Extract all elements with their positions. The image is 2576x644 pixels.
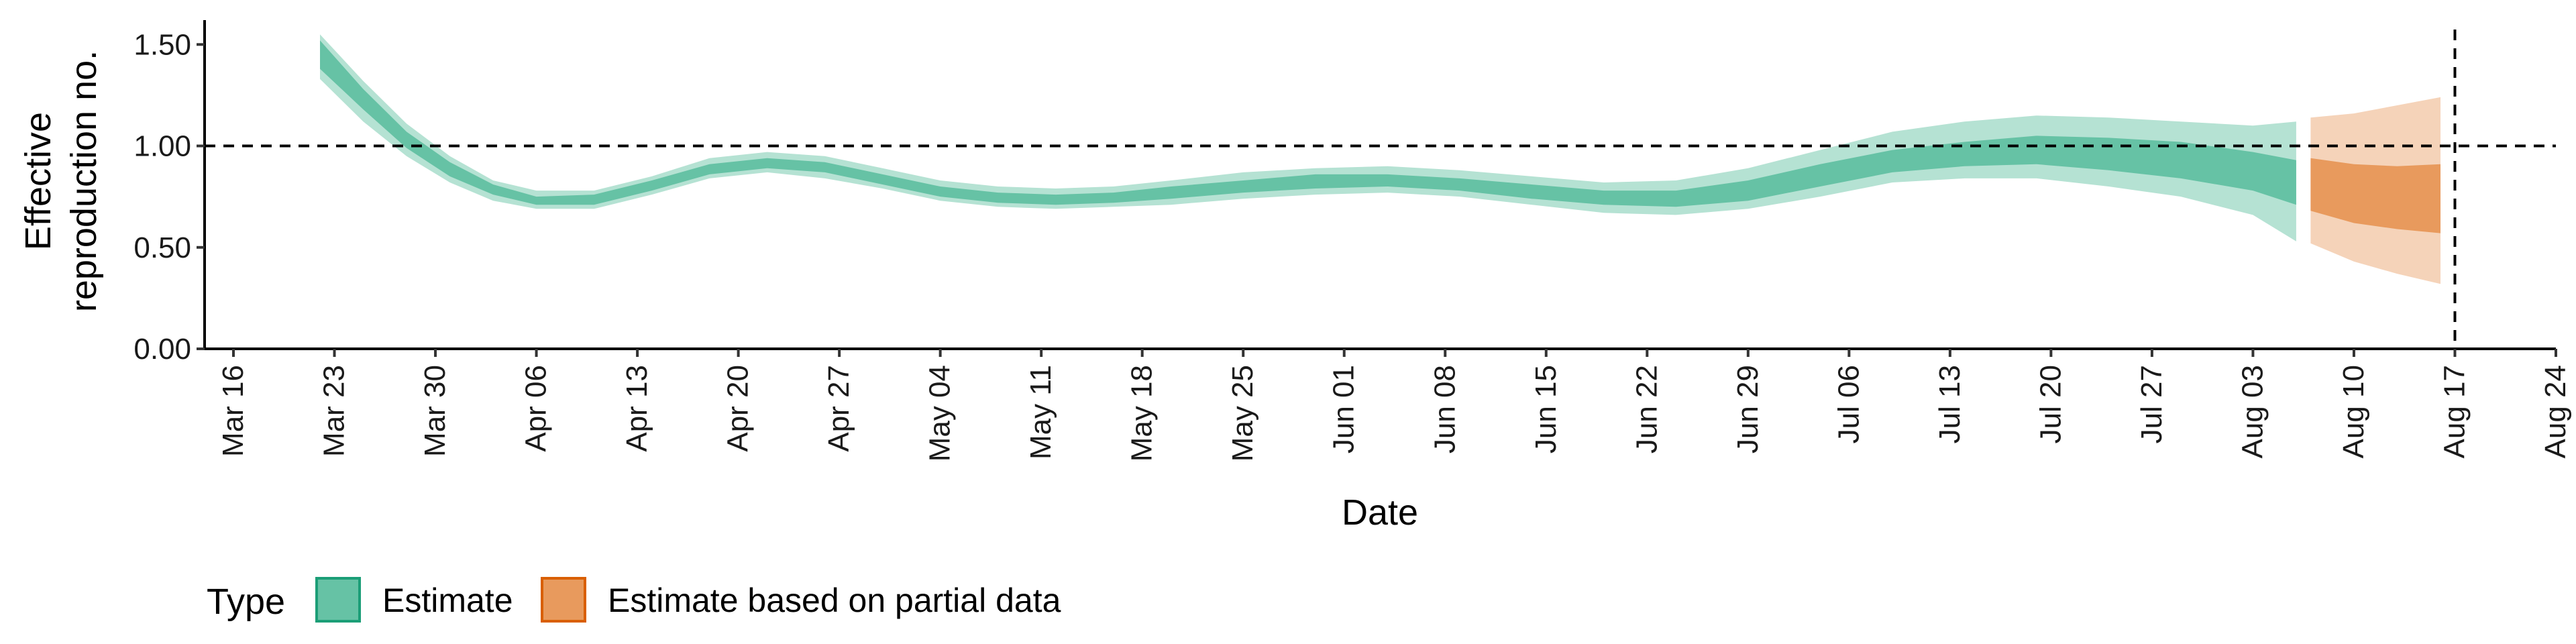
legend-key-partial xyxy=(541,577,586,623)
legend-label-estimate: Estimate xyxy=(382,582,513,619)
y-axis-title: Effective reproduction no. xyxy=(18,50,104,312)
band-inner-partial xyxy=(2310,158,2440,233)
x-tick-label: May 25 xyxy=(1226,365,1259,462)
x-tick-label: Apr 27 xyxy=(822,365,855,452)
y-tick-label: 1.00 xyxy=(133,130,191,163)
x-tick-label: Jun 22 xyxy=(1630,365,1663,453)
x-axis-title: Date xyxy=(1342,492,1418,533)
y-tick-label: 0.50 xyxy=(133,231,191,264)
x-tick-label: Mar 30 xyxy=(419,365,451,457)
x-tick-label: May 18 xyxy=(1126,365,1159,462)
x-axis-ticks: Mar 16 Mar 23 Mar 30 Apr 06 Apr 13 Apr 20 Apr … xyxy=(217,349,2572,462)
x-tick-label: Jun 15 xyxy=(1529,365,1562,453)
x-tick-label: May 04 xyxy=(924,365,957,462)
legend-key-estimate xyxy=(315,577,361,623)
x-tick-label: Aug 24 xyxy=(2539,365,2572,458)
y-axis-title-line-1: Effective xyxy=(18,112,58,250)
axes xyxy=(203,20,2556,350)
x-tick-label: Aug 03 xyxy=(2236,365,2269,458)
x-tick-label: Jun 08 xyxy=(1428,365,1461,453)
x-tick-label: Apr 13 xyxy=(621,365,653,452)
x-tick-label: Jul 20 xyxy=(2034,365,2067,443)
x-tick-label: Aug 10 xyxy=(2337,365,2370,458)
x-tick-label: Jul 06 xyxy=(1832,365,1865,443)
reference-lines xyxy=(205,30,2556,349)
y-axis-title-line-2: reproduction no. xyxy=(64,50,104,312)
y-axis-ticks: 0.00 0.50 1.00 1.50 xyxy=(133,28,205,366)
x-tick-label: Jun 01 xyxy=(1328,365,1360,453)
x-tick-label: May 11 xyxy=(1024,365,1057,460)
legend-label-partial: Estimate based on partial data xyxy=(608,582,1061,619)
band-inner-estimate xyxy=(320,40,2296,207)
y-tick-label: 0.00 xyxy=(133,333,191,366)
x-tick-label: Jul 27 xyxy=(2135,365,2168,443)
x-tick-label: Apr 20 xyxy=(722,365,755,452)
legend-title: Type xyxy=(207,582,285,622)
x-tick-label: Apr 06 xyxy=(520,365,553,452)
x-tick-label: Mar 23 xyxy=(318,365,351,457)
x-tick-label: Jun 29 xyxy=(1731,365,1764,453)
x-tick-label: Aug 17 xyxy=(2438,365,2471,458)
legend: Type Estimate Estimate based on partial … xyxy=(207,577,1061,623)
y-tick-label: 1.50 xyxy=(133,28,191,61)
x-tick-label: Mar 16 xyxy=(217,365,250,457)
band-outer-estimate xyxy=(320,34,2296,241)
x-tick-label: Jul 13 xyxy=(1933,365,1966,443)
uncertainty-bands xyxy=(320,34,2440,284)
